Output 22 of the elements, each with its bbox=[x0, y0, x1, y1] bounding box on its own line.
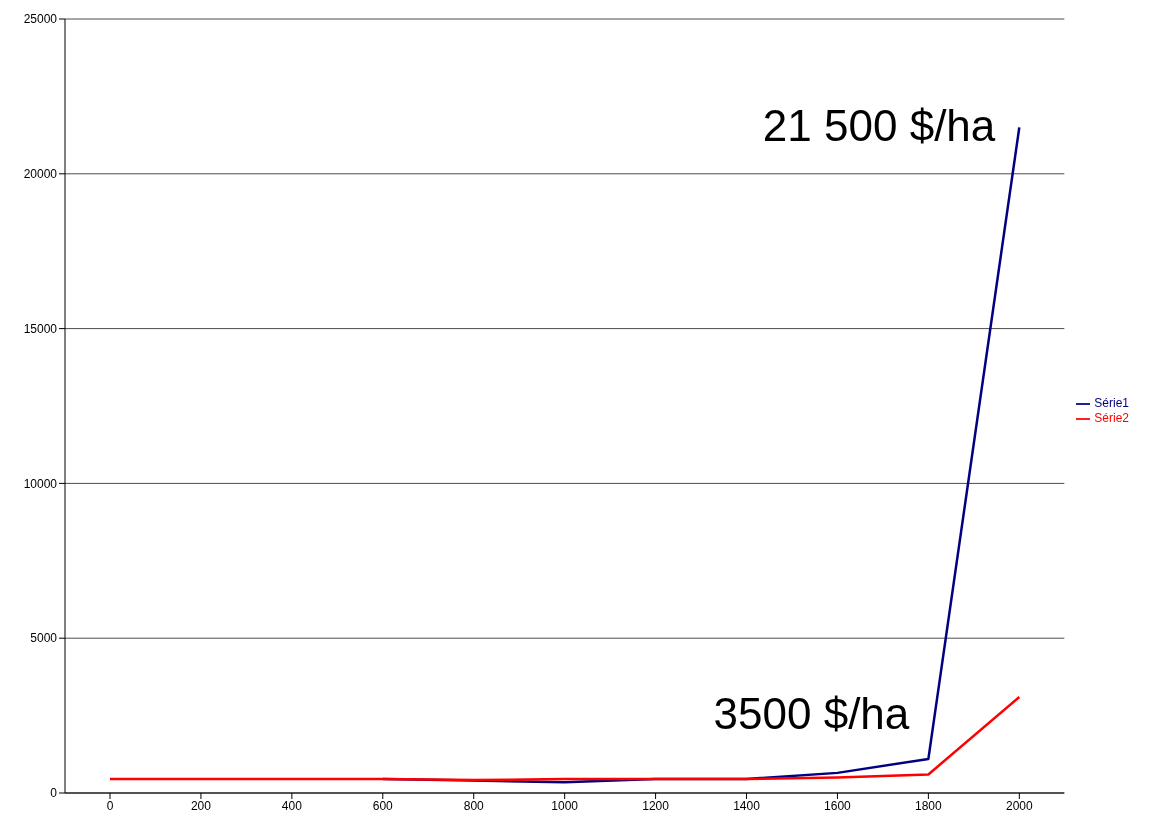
x-tick-label: 2000 bbox=[1005, 798, 1033, 813]
x-tick-label: 1600 bbox=[824, 798, 852, 813]
x-tick-label: 1000 bbox=[551, 798, 579, 813]
legend-label: Série2 bbox=[1094, 411, 1129, 425]
x-tick-label: 1400 bbox=[733, 798, 761, 813]
y-tick-label: 25000 bbox=[23, 12, 58, 27]
annotation: 3500 $/ha bbox=[713, 689, 910, 739]
y-tick-label: 20000 bbox=[23, 167, 58, 182]
x-tick-label: 600 bbox=[372, 798, 394, 813]
x-tick-label: 200 bbox=[190, 798, 212, 813]
line-series bbox=[108, 695, 1021, 782]
x-tick-label: 1200 bbox=[642, 798, 670, 813]
y-tick-label: 5000 bbox=[30, 631, 58, 646]
x-tick-label: 0 bbox=[106, 798, 114, 813]
x-tick-label: 800 bbox=[463, 798, 485, 813]
y-tick-label: 15000 bbox=[23, 321, 58, 336]
x-tick-label: 400 bbox=[281, 798, 303, 813]
legend-label: Série1 bbox=[1094, 396, 1129, 411]
y-tick-label: 0 bbox=[50, 786, 58, 801]
annotation: 21 500 $/ha bbox=[762, 101, 996, 151]
y-tick-label: 10000 bbox=[23, 476, 58, 491]
x-tick-label: 1800 bbox=[915, 798, 943, 813]
